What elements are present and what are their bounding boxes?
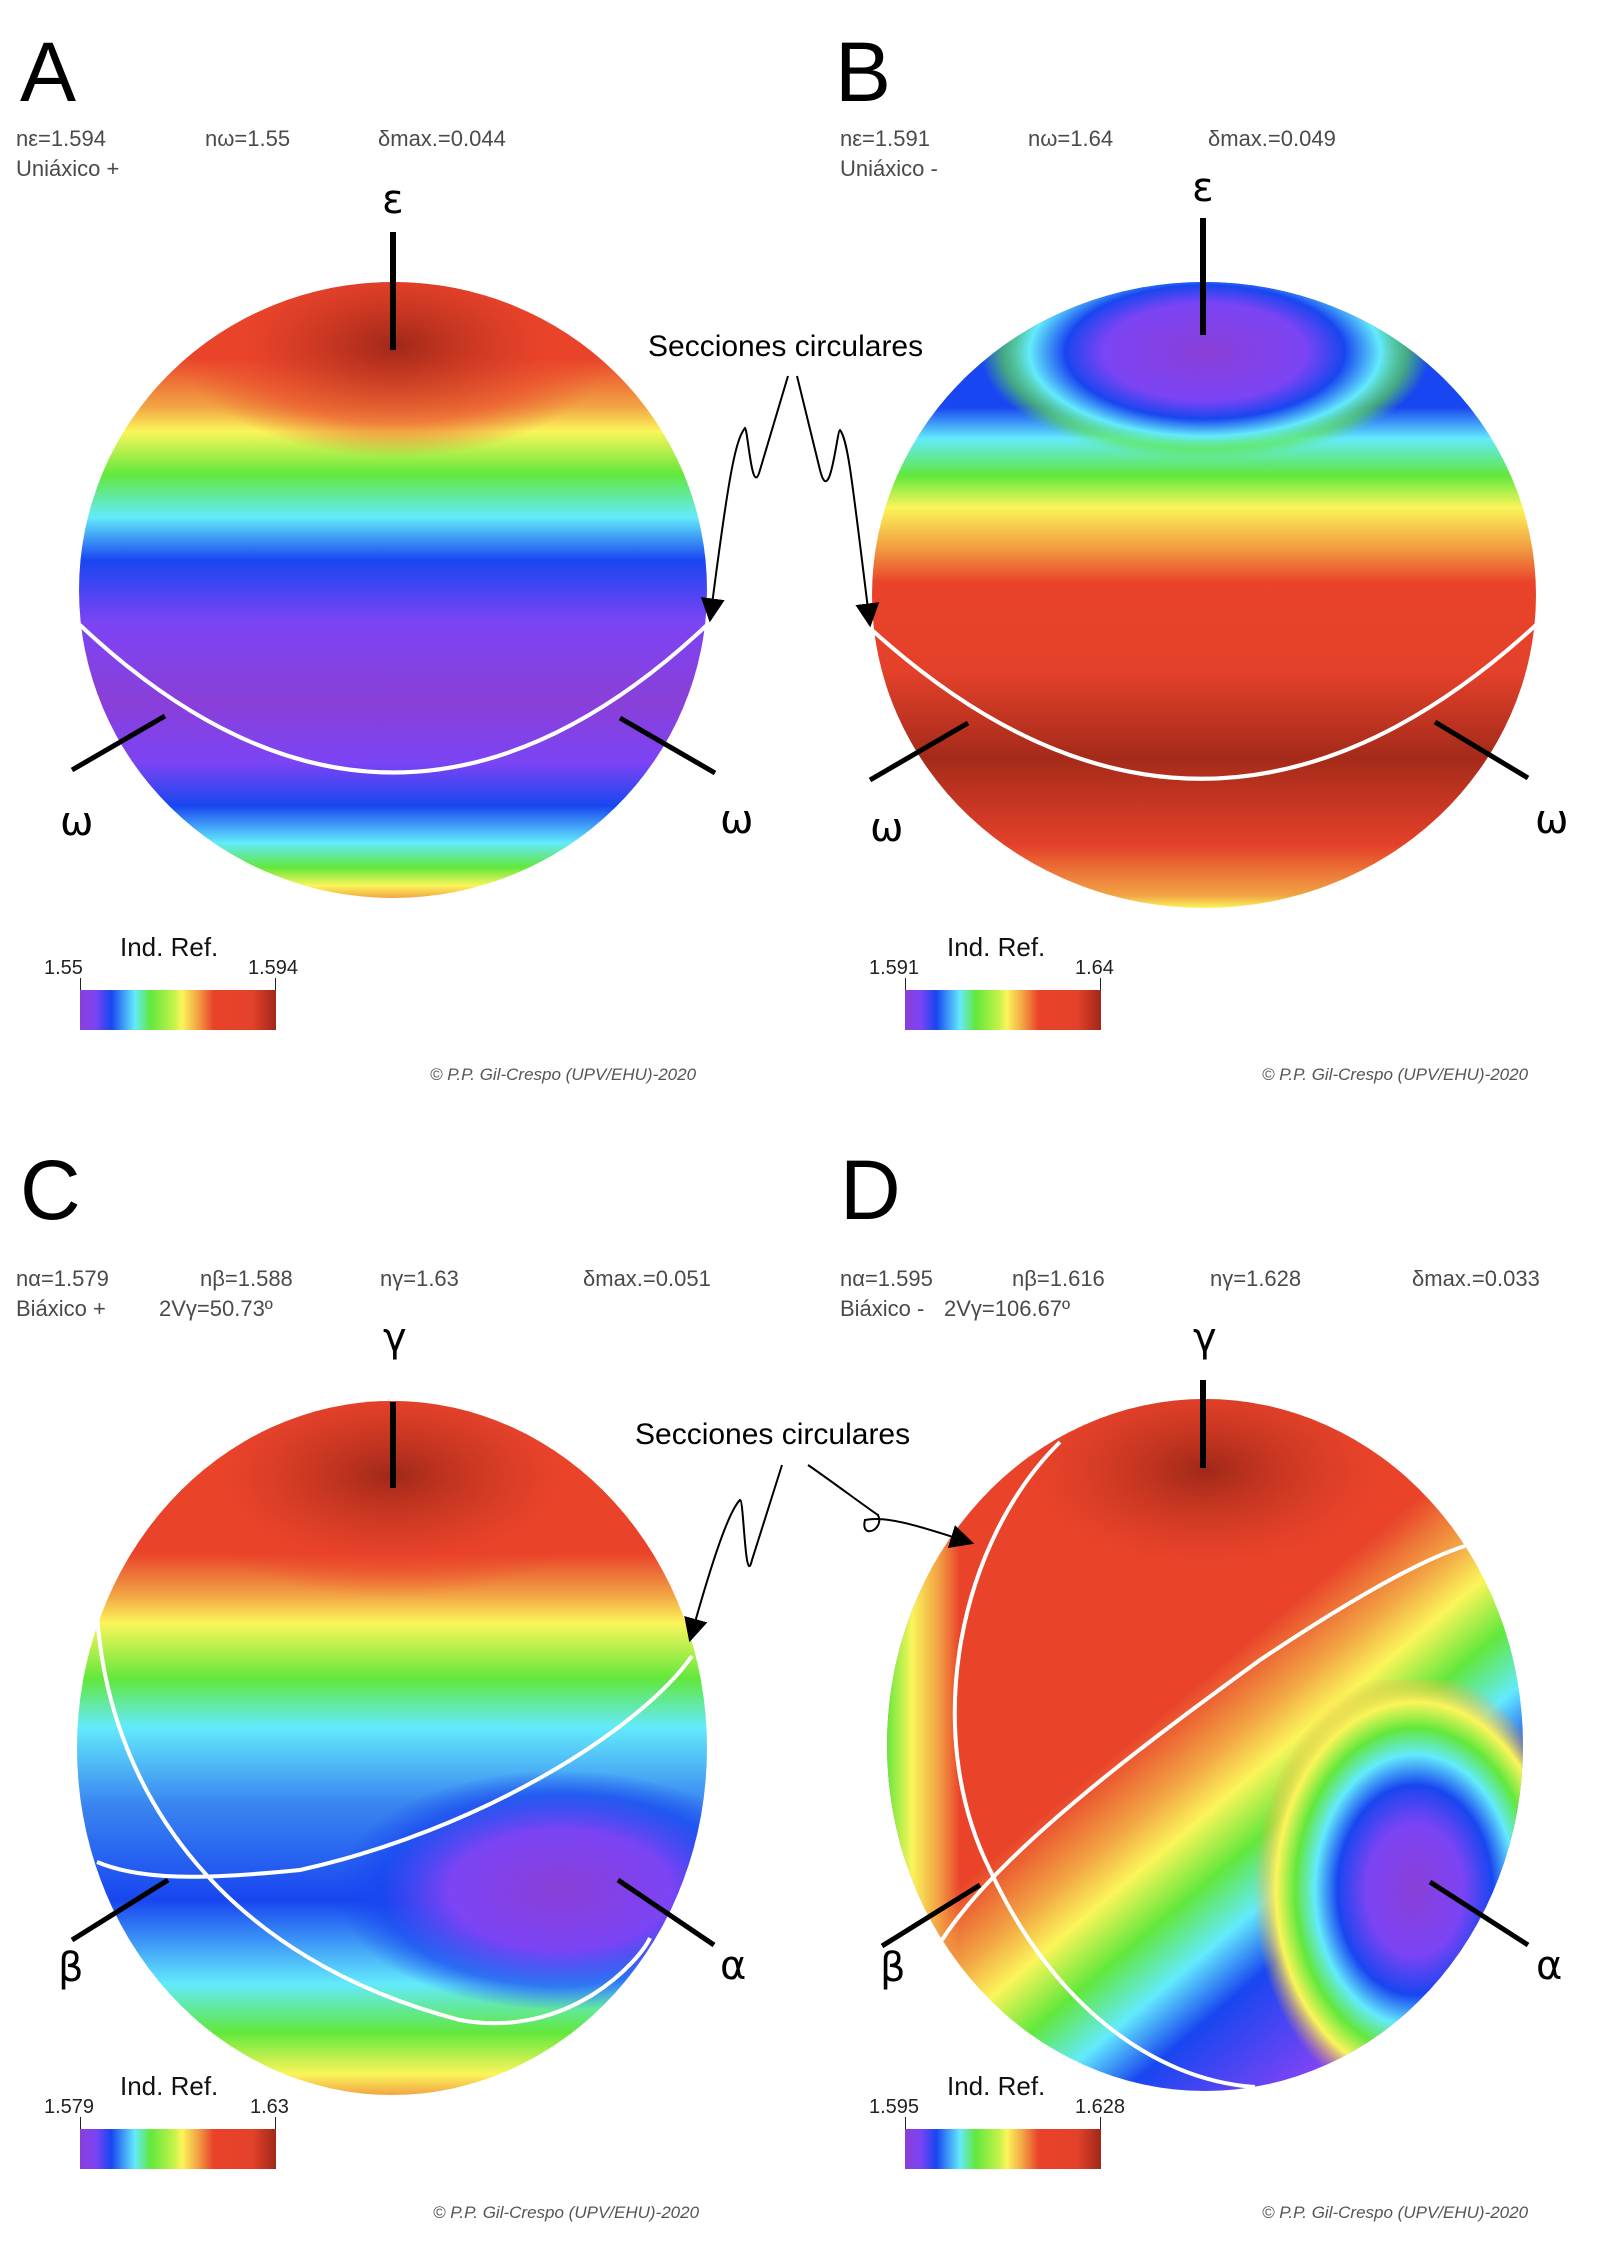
info-n-omega: nω=1.64: [1028, 126, 1114, 151]
axis-label-top-d: γ: [1193, 1315, 1217, 1361]
axis-label-top-c: γ: [383, 1315, 407, 1361]
colorbar-min-tick: [905, 978, 906, 990]
omega-axis-left-b: [868, 720, 970, 783]
colorbar-min: 1.591: [869, 957, 920, 979]
info-optical-sign: Uniáxico -: [840, 156, 938, 181]
colorbar-max-tick: [275, 978, 276, 990]
indicatrix-sphere-d: [880, 1380, 1530, 2091]
indicatrix-sphere-b: [868, 218, 1538, 908]
sphere-d-alpha-region: [1160, 1680, 1523, 2091]
panel-letter-b: B: [835, 25, 892, 119]
circular-sections-label-top: Secciones circulares: [648, 330, 924, 363]
colorbar-min-tick: [80, 2117, 81, 2129]
top-section-arrows: [700, 375, 880, 628]
colorbar-max-tick: [1100, 978, 1101, 990]
colorbar-max-tick: [275, 2117, 276, 2129]
axis-label-left-b: ω: [870, 805, 904, 851]
copyright-a: © P.P. Gil-Crespo (UPV/EHU)-2020: [430, 1065, 697, 1084]
colorbar-min: 1.595: [869, 2096, 920, 2118]
colorbar-title: Ind. Ref.: [120, 2071, 219, 2101]
circular-sections-label-bottom: Secciones circulares: [635, 1418, 911, 1451]
beta-axis-d: [880, 1882, 982, 1949]
indicatrix-sphere-c: [70, 1401, 716, 2095]
axis-label-right-d: α: [1536, 1943, 1563, 1989]
info-n-beta: nβ=1.588: [200, 1266, 293, 1291]
beta-axis-c: [70, 1877, 170, 1943]
circular-section-c-2: [96, 1654, 694, 1879]
colorbar-max-tick: [1100, 2117, 1101, 2129]
info-n-omega: nω=1.55: [205, 126, 291, 151]
circular-section-d-2: [940, 1544, 1466, 1942]
info-2v: 2Vγ=106.67º: [944, 1296, 1071, 1321]
colorbar-min: 1.579: [44, 2096, 95, 2118]
panel-letter-c: C: [20, 1143, 81, 1237]
circular-section-c-1: [95, 1614, 652, 2026]
axis-label-left-c: β: [58, 1945, 84, 1991]
copyright-c: © P.P. Gil-Crespo (UPV/EHU)-2020: [433, 2203, 700, 2222]
copyright-b: © P.P. Gil-Crespo (UPV/EHU)-2020: [1262, 1065, 1529, 1084]
info-n-beta: nβ=1.616: [1012, 1266, 1105, 1291]
info-optical-sign: Uniáxico +: [16, 156, 120, 181]
info-delta-max: δmax.=0.033: [1412, 1266, 1540, 1291]
arrow-to-section-a: [700, 375, 789, 623]
sphere-c-alpha-region: [300, 1720, 707, 2040]
colorbar-max: 1.594: [248, 957, 299, 979]
colorbar-gradient: [80, 2129, 276, 2169]
colorbar-gradient: [905, 2129, 1101, 2169]
axis-label-top-b: ε: [1192, 165, 1214, 211]
colorbar-title: Ind. Ref.: [120, 932, 219, 962]
info-delta-max: δmax.=0.051: [583, 1266, 711, 1291]
colorbar-max: 1.628: [1075, 2096, 1126, 2118]
omega-axis-right-b: [1433, 719, 1530, 781]
info-n-gamma: nγ=1.628: [1210, 1266, 1302, 1291]
axis-label-right-c: α: [720, 1943, 747, 1989]
info-2v: 2Vγ=50.73º: [159, 1296, 273, 1321]
alpha-axis-d: [1428, 1879, 1530, 1948]
copyright-d: © P.P. Gil-Crespo (UPV/EHU)-2020: [1262, 2203, 1529, 2222]
info-delta-max: δmax.=0.044: [378, 126, 506, 151]
axis-label-right-b: ω: [1535, 797, 1569, 843]
alpha-axis-c: [616, 1877, 716, 1948]
panel-letter-a: A: [20, 25, 77, 119]
info-n-alpha: nα=1.595: [840, 1266, 933, 1291]
indicatrix-sphere-a: [70, 232, 717, 898]
info-n-alpha: nα=1.579: [16, 1266, 109, 1291]
colorbar-min-tick: [905, 2117, 906, 2129]
colorbar-gradient: [80, 990, 276, 1030]
info-delta-max: δmax.=0.049: [1208, 126, 1336, 151]
colorbar-min-tick: [80, 978, 81, 990]
info-n-gamma: nγ=1.63: [380, 1266, 459, 1291]
omega-axis-right-a: [618, 715, 717, 776]
arrow-to-section-d: [807, 1464, 975, 1549]
arrow-to-section-c: [684, 1464, 783, 1643]
circular-section-a: [78, 623, 709, 775]
bottom-section-arrows: [684, 1464, 975, 1643]
axis-label-right-a: ω: [720, 797, 754, 843]
colorbar-min: 1.55: [44, 957, 83, 979]
axis-label-left-a: ω: [60, 799, 94, 845]
axis-label-top-a: ε: [382, 177, 404, 223]
info-optical-sign: Biáxico -: [840, 1296, 925, 1321]
colorbar-title: Ind. Ref.: [947, 2071, 1046, 2101]
colorbar-max: 1.64: [1075, 957, 1114, 979]
circular-section-d-1: [952, 1440, 1256, 2089]
panel-letter-d: D: [840, 1143, 901, 1237]
arrow-to-section-b: [796, 375, 880, 628]
colorbar-max: 1.63: [250, 2096, 289, 2118]
info-n-epsilon: nε=1.594: [16, 126, 106, 151]
info-optical-sign: Biáxico +: [16, 1296, 106, 1321]
colorbar-title: Ind. Ref.: [947, 932, 1046, 962]
axis-label-left-d: β: [880, 1945, 906, 1991]
omega-axis-left-a: [70, 713, 167, 773]
info-n-epsilon: nε=1.591: [840, 126, 930, 151]
colorbar-gradient: [905, 990, 1101, 1030]
circular-section-b: [870, 623, 1538, 781]
